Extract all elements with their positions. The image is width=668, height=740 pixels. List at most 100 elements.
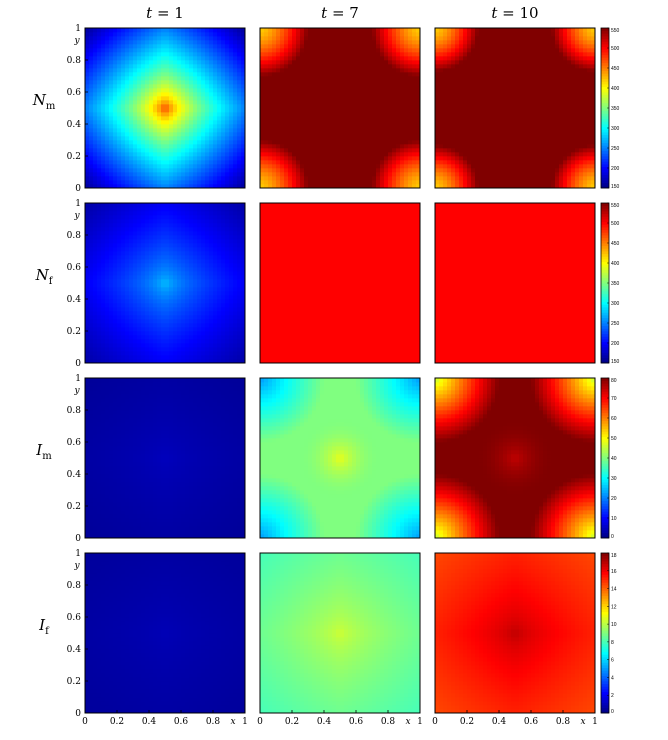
heat-cell — [89, 359, 94, 364]
heat-cell — [475, 72, 480, 77]
heat-cell — [591, 176, 596, 181]
heat-cell — [547, 48, 552, 53]
heat-cell — [579, 116, 584, 121]
heat-cell — [324, 72, 329, 77]
heat-cell — [523, 160, 528, 165]
heat-cell — [344, 76, 349, 81]
heat-cell — [117, 164, 122, 169]
heat-cell — [133, 168, 138, 173]
heat-cell — [344, 100, 349, 105]
heat-cell — [447, 96, 452, 101]
heat-cell — [527, 56, 532, 61]
heat-cell — [209, 108, 214, 113]
heat-cell — [137, 28, 142, 33]
heat-cell — [85, 160, 90, 165]
heat-cell — [165, 144, 170, 149]
heat-cell — [515, 112, 520, 117]
heat-cell — [233, 172, 238, 177]
heat-cell — [499, 68, 504, 73]
heat-cell — [149, 116, 154, 121]
heat-cell — [237, 68, 242, 73]
heat-cell — [535, 92, 540, 97]
heat-cell — [205, 176, 210, 181]
heat-cell — [141, 60, 146, 65]
heat-cell — [471, 184, 476, 189]
heat-cell — [559, 124, 564, 129]
heat-cell — [165, 168, 170, 173]
heat-cell — [412, 36, 417, 41]
heat-cell — [221, 132, 226, 137]
heat-cell — [583, 68, 588, 73]
heat-cell — [467, 116, 472, 121]
heat-cell — [304, 72, 309, 77]
heat-cell — [408, 44, 413, 49]
heat-cell — [451, 152, 456, 157]
heat-cell — [380, 116, 385, 121]
heat-cell — [241, 72, 246, 77]
heat-cell — [276, 112, 281, 117]
heat-cell — [479, 84, 484, 89]
heat-cell — [503, 116, 508, 121]
heat-cell — [109, 28, 114, 33]
heat-cell — [304, 104, 309, 109]
heat-cell — [221, 56, 226, 61]
heat-cell — [352, 120, 357, 125]
heat-cell — [89, 32, 94, 37]
heat-cell — [527, 108, 532, 113]
heat-cell — [229, 128, 234, 133]
heat-cell — [412, 108, 417, 113]
heat-cell — [320, 52, 325, 57]
heat-cell — [412, 136, 417, 141]
heat-cell — [185, 140, 190, 145]
heat-cell — [563, 48, 568, 53]
heat-cell — [288, 136, 293, 141]
heat-cell — [360, 88, 365, 93]
heat-cell — [85, 44, 90, 49]
heat-cell — [575, 56, 580, 61]
heat-cell — [380, 88, 385, 93]
heat-cell — [320, 132, 325, 137]
heat-cell — [85, 219, 90, 224]
heat-cell — [113, 136, 118, 141]
heat-cell — [352, 132, 357, 137]
heat-cell — [380, 184, 385, 189]
heat-cell — [141, 80, 146, 85]
heat-cell — [527, 76, 532, 81]
heat-cell — [93, 160, 98, 165]
heat-cell — [101, 152, 106, 157]
heat-cell — [360, 36, 365, 41]
heat-cell — [523, 164, 528, 169]
heat-cell — [205, 136, 210, 141]
heat-cell — [435, 176, 440, 181]
heat-cell — [384, 44, 389, 49]
heat-cell — [567, 40, 572, 45]
heat-cell — [105, 176, 110, 181]
heat-cell — [360, 156, 365, 161]
heat-cell — [340, 100, 345, 105]
heat-cell — [571, 176, 576, 181]
heat-cell — [451, 108, 456, 113]
heat-cell — [189, 80, 194, 85]
heat-cell — [527, 120, 532, 125]
heat-cell — [523, 80, 528, 85]
heat-cell — [181, 168, 186, 173]
heat-cell — [177, 96, 182, 101]
heat-cell — [408, 168, 413, 173]
heat-cell — [451, 72, 456, 77]
heat-cell — [555, 144, 560, 149]
heat-cell — [479, 76, 484, 81]
heat-cell — [396, 40, 401, 45]
heat-cell — [575, 164, 580, 169]
heat-cell — [435, 156, 440, 161]
heat-cell — [137, 168, 142, 173]
heat-cell — [221, 160, 226, 165]
heat-cell — [93, 104, 98, 109]
heat-cell — [408, 32, 413, 37]
heat-cell — [213, 108, 218, 113]
heat-cell — [312, 32, 317, 37]
heat-cell — [129, 140, 134, 145]
heat-cell — [352, 64, 357, 69]
heat-cell — [217, 32, 222, 37]
heat-cell — [304, 64, 309, 69]
heat-cell — [551, 176, 556, 181]
